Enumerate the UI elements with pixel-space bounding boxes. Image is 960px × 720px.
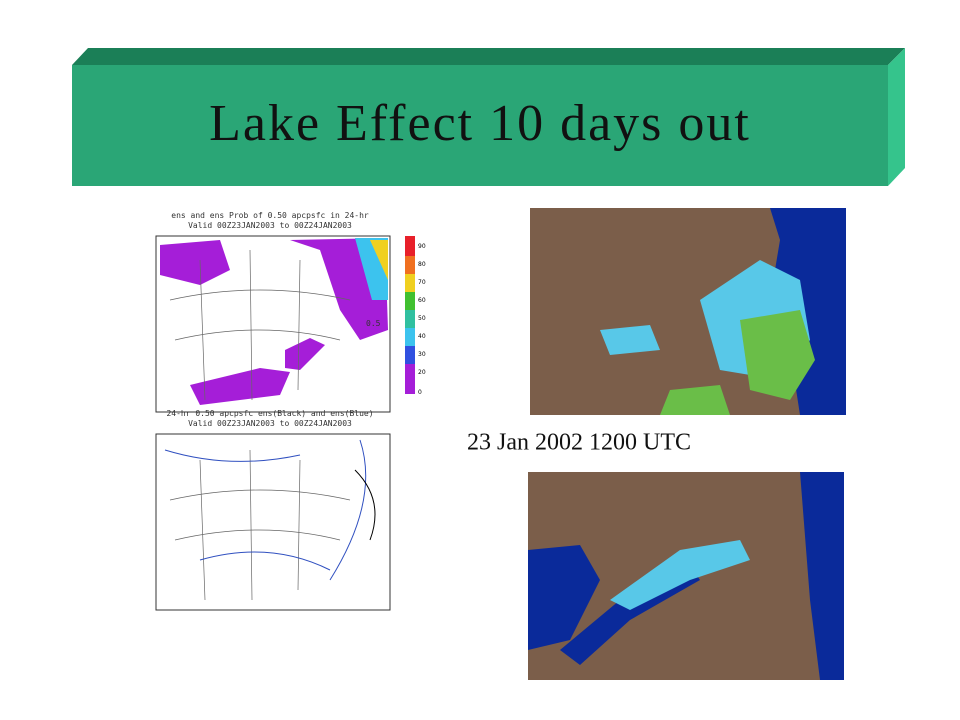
precip-area — [285, 338, 325, 370]
colorbar-label: 90 — [418, 243, 426, 250]
map-lines — [169, 249, 351, 401]
map-title: Valid 00Z23JAN2003 to 00Z24JAN2003 — [188, 419, 352, 428]
spaghetti-map: 24-hr 0.50 apcpsfc ens(Black) and ens(Bl… — [155, 409, 391, 611]
colorbar-label: 40 — [418, 333, 426, 340]
banner-side — [888, 48, 905, 186]
colorbar-label: 30 — [418, 351, 426, 358]
precip-area — [160, 240, 230, 285]
colorbar — [405, 236, 415, 394]
colorbar-label: 70 — [418, 279, 426, 286]
caption: 23 Jan 2002 1200 UTC — [467, 430, 691, 456]
map-title: Valid 00Z23JAN2003 to 00Z24JAN2003 — [188, 221, 352, 230]
colorbar-label: 50 — [418, 315, 426, 322]
colorbar-label: 60 — [418, 297, 426, 304]
slide-title: Lake Effect 10 days out — [209, 95, 751, 152]
precip-area — [190, 368, 290, 405]
colorbar-label: 20 — [418, 369, 426, 376]
colorbar-label: 80 — [418, 261, 426, 268]
contour-label: 0.5 — [366, 319, 381, 328]
map-frame — [155, 433, 391, 611]
radar-image — [528, 472, 844, 680]
probability-map: ens and ens Prob of 0.50 apcpsfc in 24-h… — [155, 211, 391, 413]
map-title: 24-hr 0.50 apcpsfc ens(Black) and ens(Bl… — [166, 409, 373, 418]
banner-front — [72, 65, 888, 186]
map-title: ens and ens Prob of 0.50 apcpsfc in 24-h… — [171, 211, 369, 220]
banner-top — [72, 48, 905, 65]
precip-area — [370, 240, 388, 280]
radar-image — [530, 208, 846, 415]
colorbar-label: 0 — [418, 389, 422, 396]
